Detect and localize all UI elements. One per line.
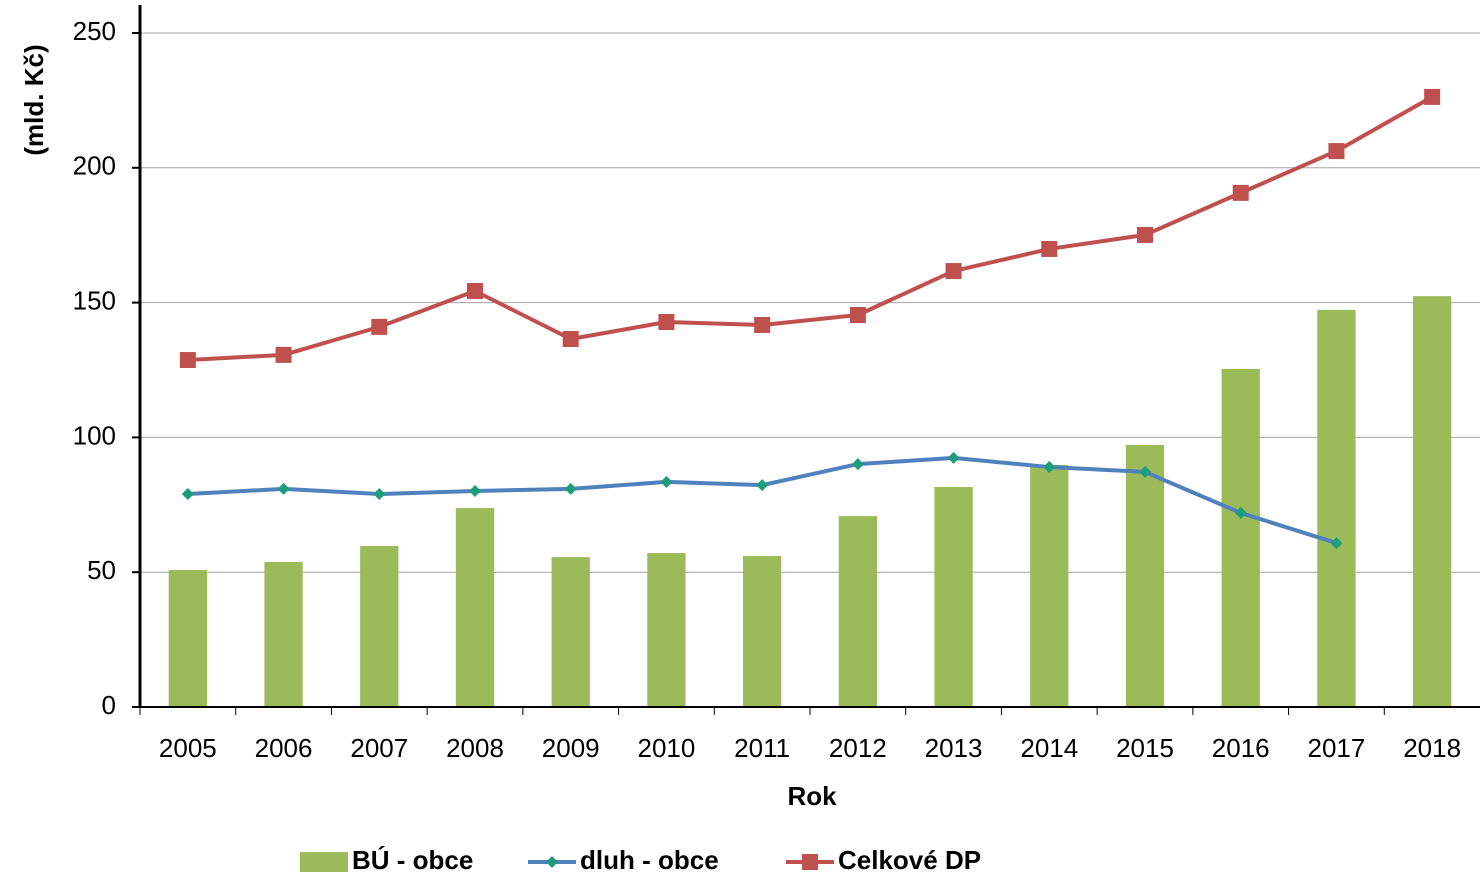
legend-label: Celkové DP	[838, 845, 981, 875]
marker	[467, 283, 483, 300]
legend-label: dluh - obce	[580, 845, 719, 875]
marker	[754, 316, 771, 333]
x-tick-label: 2011	[734, 733, 790, 763]
x-tick-label: 2015	[1116, 733, 1174, 763]
marker	[1232, 184, 1249, 201]
x-tick-label: 2018	[1403, 733, 1461, 763]
x-tick-label: 2008	[446, 733, 504, 763]
marker	[373, 488, 386, 501]
legend-marker	[802, 854, 818, 870]
marker	[1328, 143, 1345, 160]
bar	[1317, 309, 1356, 707]
x-axis-label: Rok	[787, 781, 837, 811]
marker	[945, 263, 962, 280]
bar	[168, 570, 207, 707]
legend-swatch	[300, 852, 348, 872]
marker	[179, 352, 196, 369]
marker	[371, 318, 388, 335]
marker	[1139, 465, 1151, 478]
x-tick-label: 2012	[829, 733, 887, 763]
y-tick-label: 150	[73, 285, 116, 315]
bar	[1030, 464, 1069, 707]
line	[187, 95, 1434, 363]
x-tick-label: 2013	[925, 733, 983, 763]
x-tick-label: 2005	[159, 733, 217, 763]
marker	[1234, 506, 1247, 519]
marker	[1043, 461, 1056, 474]
marker	[562, 330, 579, 347]
marker	[849, 307, 866, 324]
x-tick-label: 2006	[255, 733, 313, 763]
x-tick-label: 2016	[1212, 733, 1270, 763]
marker	[756, 479, 769, 492]
marker	[564, 482, 577, 495]
marker	[181, 488, 194, 501]
marker	[851, 458, 864, 471]
bar	[1221, 368, 1260, 707]
y-tick-label: 50	[87, 555, 116, 585]
marker	[275, 346, 292, 363]
y-tick-label: 100	[73, 420, 116, 450]
bar	[743, 556, 782, 707]
marker	[469, 485, 481, 498]
bar	[455, 508, 495, 707]
y-tick-label: 0	[102, 690, 116, 720]
x-tick-label: 2017	[1308, 733, 1366, 763]
marker	[947, 451, 960, 464]
marker	[277, 482, 290, 495]
bar	[838, 516, 877, 707]
bar	[360, 546, 399, 707]
marker	[1424, 88, 1441, 105]
marker	[1041, 240, 1058, 257]
x-tick-label: 2009	[542, 733, 600, 763]
bar	[934, 487, 973, 707]
bar	[1125, 444, 1165, 707]
bar	[647, 553, 686, 707]
legend-label: BÚ - obce	[352, 845, 473, 875]
marker	[1330, 537, 1343, 550]
bar	[551, 557, 590, 707]
marker	[658, 314, 675, 331]
y-tick-label: 250	[73, 16, 116, 46]
bar	[1413, 296, 1452, 707]
marker	[660, 475, 673, 488]
x-tick-label: 2014	[1020, 733, 1078, 763]
marker	[1137, 226, 1153, 243]
y-axis-label: (mld. Kč)	[19, 44, 49, 155]
x-tick-label: 2010	[638, 733, 696, 763]
bar	[264, 561, 303, 707]
x-tick-label: 2007	[350, 733, 408, 763]
y-tick-label: 200	[73, 151, 116, 181]
legend-marker	[546, 856, 558, 868]
